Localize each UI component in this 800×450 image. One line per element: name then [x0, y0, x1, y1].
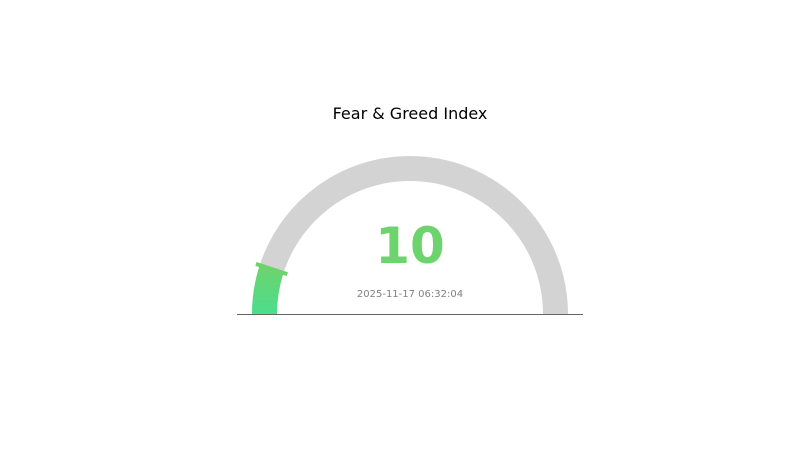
- gauge-needle-marker: [255, 262, 288, 277]
- timestamp: 2025-11-17 06:32:04: [357, 289, 463, 300]
- gauge-track: [252, 156, 568, 314]
- chart-title: Fear & Greed Index: [333, 104, 488, 123]
- gauge-fill: [252, 265, 284, 314]
- gauge-value: 10: [375, 217, 445, 275]
